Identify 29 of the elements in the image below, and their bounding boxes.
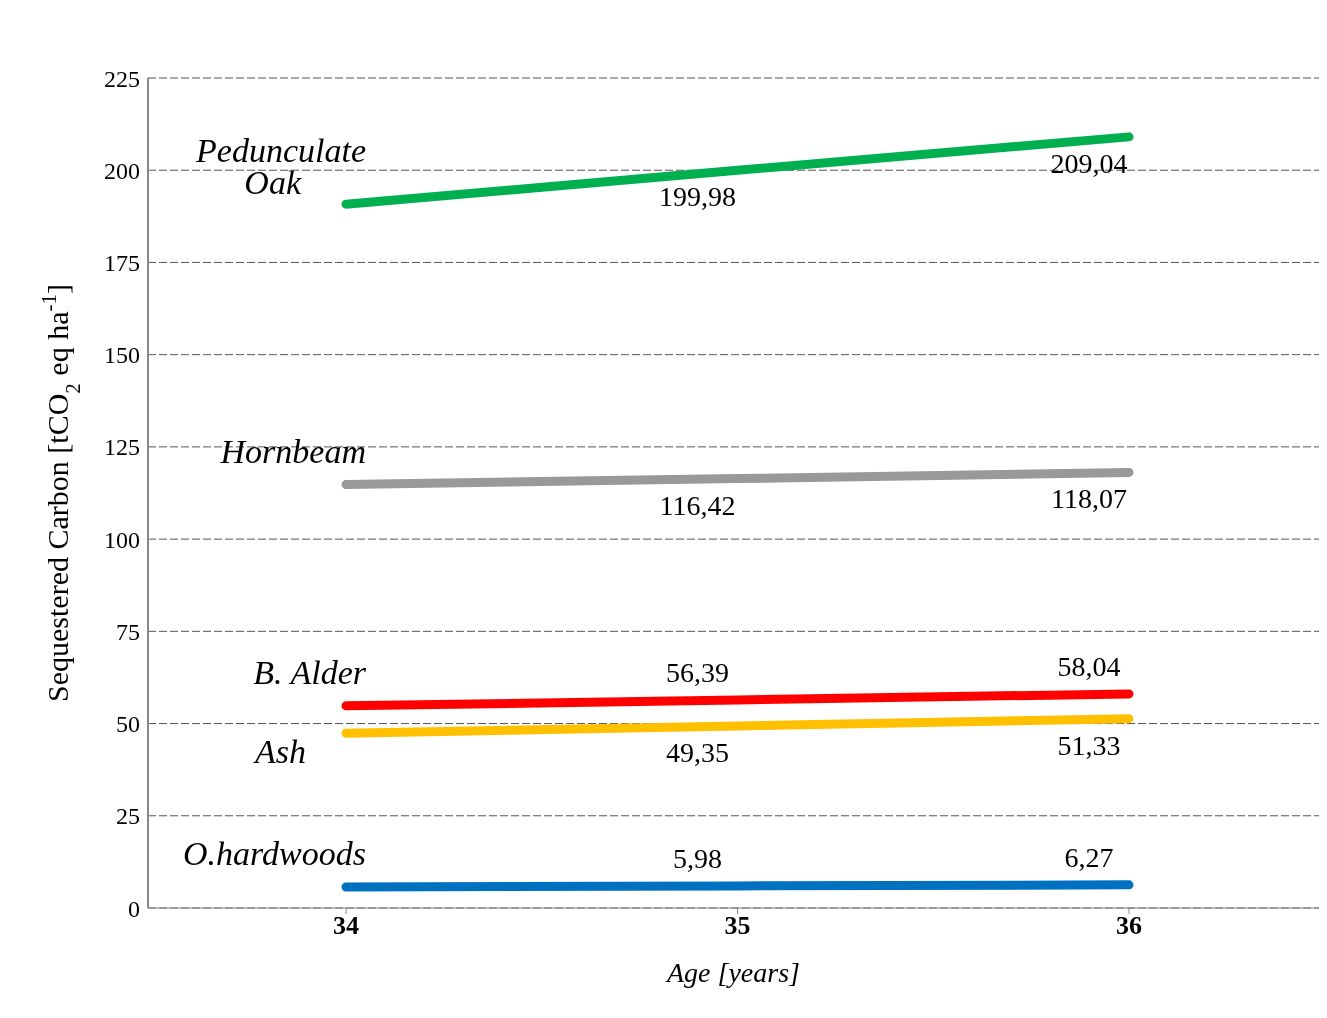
- y-tick-label: 150: [104, 342, 140, 369]
- y-tick-label: 125: [104, 434, 140, 461]
- series-label: Pedunculate Oak: [195, 132, 366, 202]
- data-label: 199,98: [659, 181, 736, 213]
- data-label: 51,33: [1057, 729, 1121, 761]
- y-tick-label: 50: [116, 711, 140, 738]
- data-label: 6,27: [1064, 841, 1114, 873]
- x-tick-label: 36: [1116, 911, 1142, 941]
- x-tick-label: 34: [333, 911, 359, 941]
- data-label: 58,04: [1057, 650, 1121, 682]
- y-tick-label: 0: [128, 895, 140, 922]
- y-tick-label: 175: [104, 249, 140, 276]
- y-tick-label: 100: [104, 526, 140, 553]
- data-label: 56,39: [666, 656, 729, 688]
- y-tick-label: 25: [116, 803, 140, 830]
- data-label: 118,07: [1051, 483, 1127, 515]
- series-label: O.hardwoods: [183, 834, 366, 872]
- y-tick-label: 75: [116, 618, 140, 645]
- y-tick-label: 225: [104, 65, 140, 92]
- data-label: 209,04: [1050, 147, 1128, 179]
- data-label: 49,35: [666, 736, 729, 768]
- series-label: Hornbeam: [219, 432, 366, 470]
- data-label: 5,98: [673, 842, 722, 874]
- series-label: B. Alder: [253, 653, 367, 691]
- series-label: Ash: [253, 733, 306, 771]
- data-label: 116,42: [659, 489, 736, 521]
- y-tick-label: 200: [104, 157, 140, 184]
- x-tick-label: 35: [724, 911, 751, 941]
- x-axis-title: Age [years]: [665, 957, 800, 988]
